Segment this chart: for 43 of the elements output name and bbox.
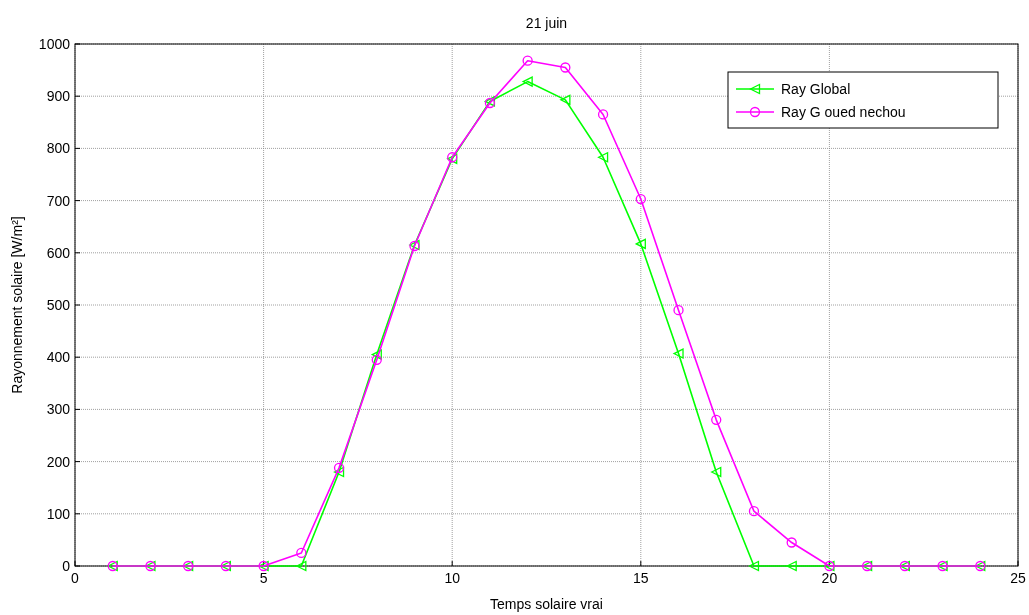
point bbox=[597, 109, 609, 120]
point bbox=[786, 560, 797, 572]
point bbox=[333, 462, 345, 474]
point bbox=[333, 466, 345, 478]
y-tick-label: 500 bbox=[46, 297, 71, 313]
legend-label: Ray G oued nechou bbox=[781, 104, 906, 120]
x-tick-label: 10 bbox=[444, 570, 461, 586]
point bbox=[296, 560, 307, 572]
point bbox=[673, 348, 684, 359]
point bbox=[522, 76, 533, 87]
y-tick-label: 300 bbox=[46, 401, 71, 418]
x-tick-label: 25 bbox=[1010, 570, 1026, 586]
point bbox=[711, 414, 722, 425]
x-tick-label: 15 bbox=[633, 570, 649, 586]
point bbox=[635, 238, 646, 250]
legend-label: Ray Global bbox=[781, 81, 851, 97]
y-tick-label: 400 bbox=[46, 349, 71, 366]
point bbox=[296, 547, 307, 559]
y-tick-label: 1000 bbox=[38, 36, 71, 52]
point bbox=[711, 466, 722, 478]
point bbox=[597, 152, 609, 163]
y-tick-label: 100 bbox=[46, 505, 71, 522]
point bbox=[786, 537, 797, 548]
point bbox=[748, 506, 760, 517]
point bbox=[748, 560, 760, 572]
y-tick-label: 800 bbox=[46, 140, 71, 157]
point bbox=[560, 62, 571, 73]
point bbox=[560, 94, 571, 105]
y-axis-title: Rayonnement solaire [W/m²] bbox=[9, 216, 25, 394]
y-tick-label: 0 bbox=[62, 558, 71, 574]
x-axis-title: Temps solaire vrai bbox=[490, 596, 603, 612]
y-tick-label: 700 bbox=[46, 192, 71, 209]
y-tick-label: 200 bbox=[46, 453, 71, 470]
y-tick-label: 600 bbox=[46, 244, 71, 261]
point bbox=[635, 193, 646, 205]
point bbox=[673, 305, 684, 316]
y-tick-label: 900 bbox=[46, 88, 71, 105]
point bbox=[522, 55, 533, 66]
point bbox=[371, 354, 382, 365]
x-tick-label: 20 bbox=[821, 570, 838, 586]
chart-title: 21 juin bbox=[525, 15, 568, 31]
point bbox=[371, 349, 382, 360]
x-tick-label: 5 bbox=[259, 570, 268, 586]
